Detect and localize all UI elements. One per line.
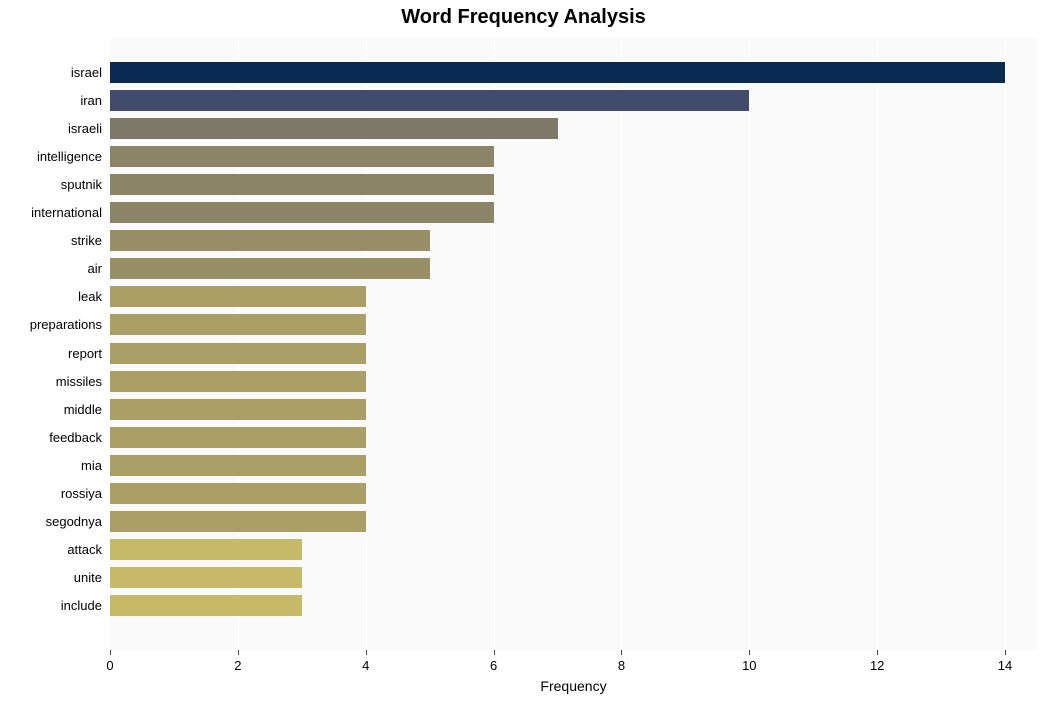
x-axis-label: Frequency xyxy=(110,678,1037,694)
bar xyxy=(110,511,366,532)
y-tick-label: israel xyxy=(0,65,102,80)
x-tick-label: 0 xyxy=(90,658,130,673)
bar xyxy=(110,230,430,251)
bar-row xyxy=(110,62,1037,83)
y-tick-label: leak xyxy=(0,289,102,304)
x-tick-mark xyxy=(494,650,495,655)
x-tick-label: 2 xyxy=(218,658,258,673)
x-tick-mark xyxy=(366,650,367,655)
bar xyxy=(110,483,366,504)
bar-row xyxy=(110,399,1037,420)
chart-title: Word Frequency Analysis xyxy=(0,6,1047,29)
bar xyxy=(110,146,494,167)
y-tick-label: strike xyxy=(0,233,102,248)
y-tick-label: missiles xyxy=(0,374,102,389)
x-tick-label: 14 xyxy=(985,658,1025,673)
bar xyxy=(110,258,430,279)
bar xyxy=(110,567,302,588)
bar-row xyxy=(110,202,1037,223)
bar-row xyxy=(110,539,1037,560)
bar-row xyxy=(110,483,1037,504)
y-tick-label: segodnya xyxy=(0,514,102,529)
bar xyxy=(110,62,1005,83)
bar xyxy=(110,371,366,392)
bar-row xyxy=(110,567,1037,588)
bar-row xyxy=(110,118,1037,139)
bar-row xyxy=(110,230,1037,251)
bar-row xyxy=(110,343,1037,364)
bar-row xyxy=(110,286,1037,307)
chart-container: Word Frequency Analysis Frequency israel… xyxy=(0,0,1047,701)
y-tick-label: international xyxy=(0,205,102,220)
bar xyxy=(110,343,366,364)
bar xyxy=(110,90,749,111)
x-tick-mark xyxy=(238,650,239,655)
y-tick-label: intelligence xyxy=(0,149,102,164)
x-tick-label: 4 xyxy=(346,658,386,673)
bar-row xyxy=(110,511,1037,532)
y-tick-label: israeli xyxy=(0,121,102,136)
x-tick-mark xyxy=(621,650,622,655)
y-tick-label: mia xyxy=(0,458,102,473)
bar xyxy=(110,314,366,335)
bar xyxy=(110,427,366,448)
bar-row xyxy=(110,146,1037,167)
y-tick-label: air xyxy=(0,261,102,276)
x-tick-mark xyxy=(749,650,750,655)
y-tick-label: middle xyxy=(0,402,102,417)
x-tick-label: 10 xyxy=(729,658,769,673)
bar-row xyxy=(110,371,1037,392)
x-tick-mark xyxy=(110,650,111,655)
x-tick-label: 6 xyxy=(474,658,514,673)
bar xyxy=(110,455,366,476)
bar xyxy=(110,174,494,195)
bar xyxy=(110,595,302,616)
y-tick-label: attack xyxy=(0,542,102,557)
bar-row xyxy=(110,595,1037,616)
y-tick-label: sputnik xyxy=(0,177,102,192)
bar-row xyxy=(110,427,1037,448)
x-tick-label: 12 xyxy=(857,658,897,673)
bar xyxy=(110,118,558,139)
y-tick-label: feedback xyxy=(0,430,102,445)
x-tick-mark xyxy=(877,650,878,655)
y-tick-label: preparations xyxy=(0,317,102,332)
y-tick-label: iran xyxy=(0,93,102,108)
bar-row xyxy=(110,455,1037,476)
y-tick-label: report xyxy=(0,346,102,361)
bar-row xyxy=(110,258,1037,279)
bar xyxy=(110,286,366,307)
y-tick-label: unite xyxy=(0,570,102,585)
x-tick-label: 8 xyxy=(601,658,641,673)
bar-row xyxy=(110,174,1037,195)
bar xyxy=(110,202,494,223)
bar xyxy=(110,399,366,420)
bar-row xyxy=(110,90,1037,111)
x-tick-mark xyxy=(1005,650,1006,655)
y-tick-label: rossiya xyxy=(0,486,102,501)
bar-row xyxy=(110,314,1037,335)
y-tick-label: include xyxy=(0,598,102,613)
bar xyxy=(110,539,302,560)
plot-area xyxy=(110,38,1037,650)
